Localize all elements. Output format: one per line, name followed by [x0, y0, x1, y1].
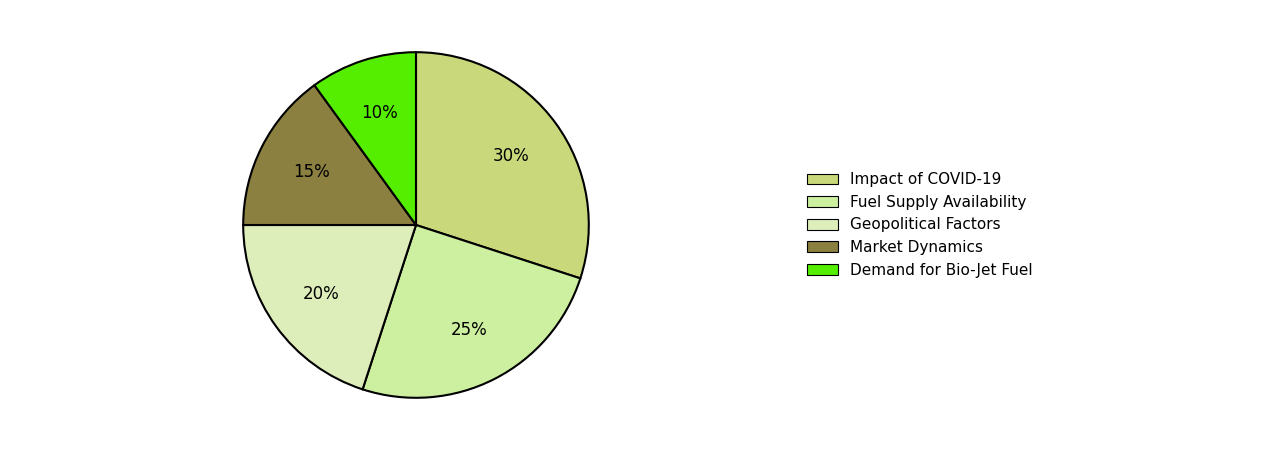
- Wedge shape: [362, 225, 580, 398]
- Wedge shape: [416, 52, 589, 279]
- Text: 30%: 30%: [493, 147, 530, 165]
- Wedge shape: [243, 85, 416, 225]
- Text: 25%: 25%: [451, 321, 488, 339]
- Text: 15%: 15%: [293, 162, 330, 180]
- Wedge shape: [315, 52, 416, 225]
- Wedge shape: [243, 225, 416, 389]
- Text: 10%: 10%: [361, 104, 398, 122]
- Text: 20%: 20%: [302, 285, 339, 303]
- Legend: Impact of COVID-19, Fuel Supply Availability, Geopolitical Factors, Market Dynam: Impact of COVID-19, Fuel Supply Availabi…: [801, 166, 1039, 284]
